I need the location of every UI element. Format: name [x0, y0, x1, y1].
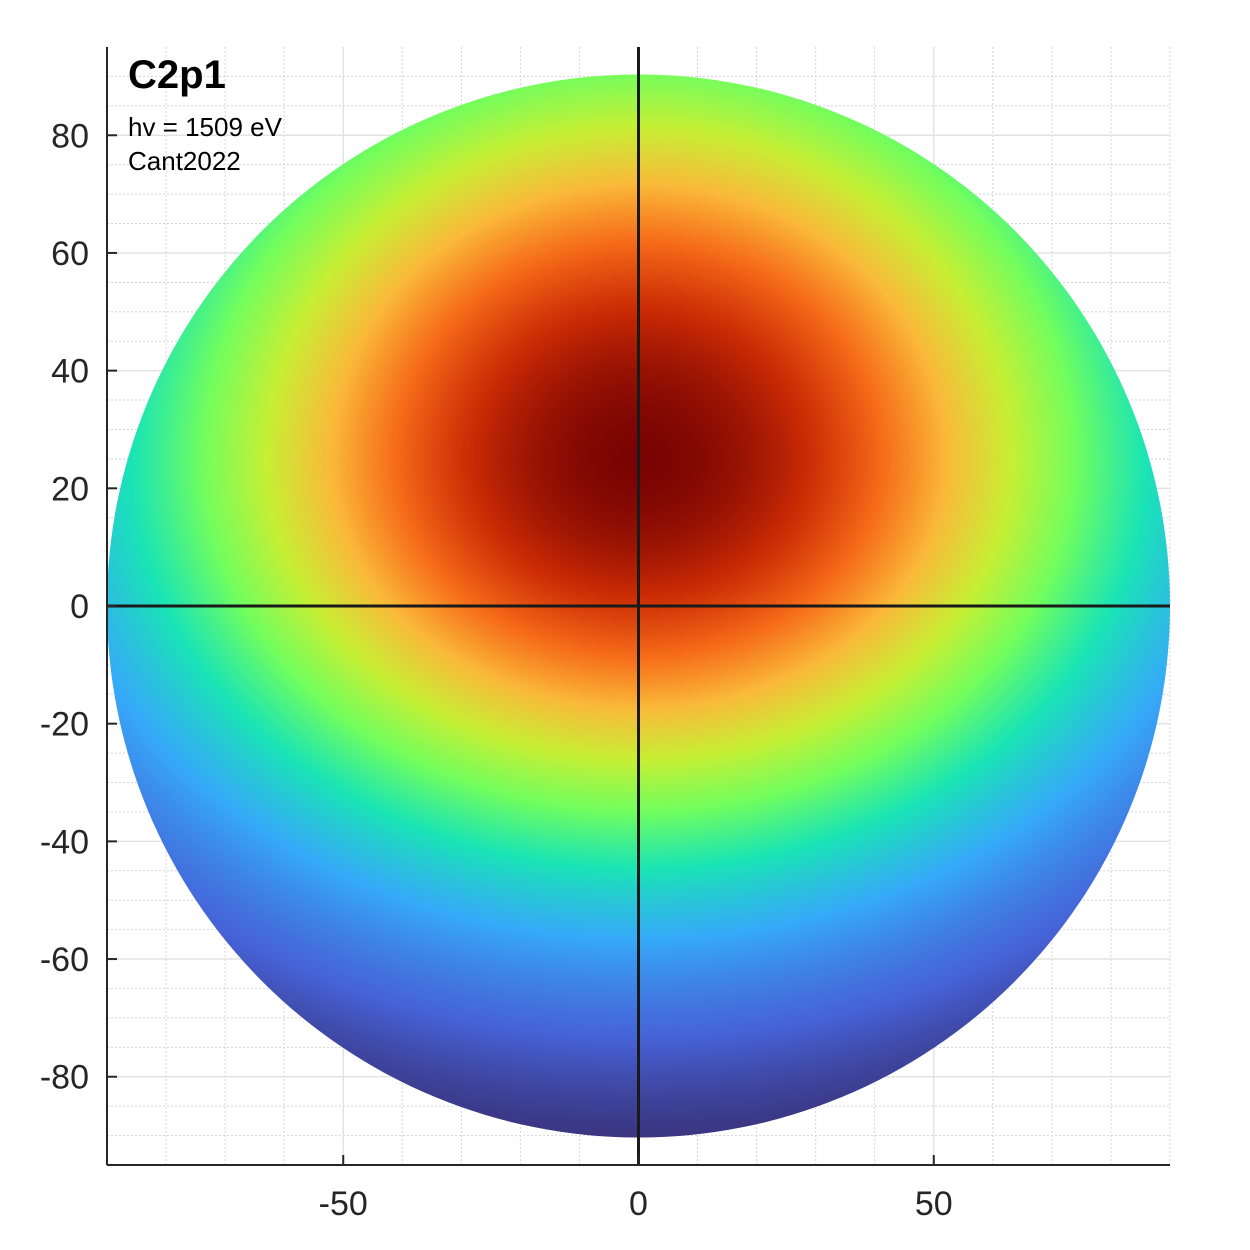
chart-title: C2p1	[128, 53, 226, 97]
y-tick-label: 40	[51, 353, 89, 391]
y-tick-label: 20	[51, 470, 89, 508]
y-tick-label: 60	[51, 235, 89, 273]
y-tick-label: -60	[40, 941, 89, 979]
x-tick-label: -50	[319, 1185, 368, 1223]
y-axis-ticks: 80 60 40 20 0 -20 -40 -60 -80	[40, 117, 117, 1097]
x-tick-label: 0	[629, 1185, 648, 1223]
y-tick-label: -80	[40, 1059, 89, 1097]
y-tick-label: 80	[51, 117, 89, 155]
crosshair	[107, 47, 1170, 1165]
x-tick-label: 50	[915, 1185, 953, 1223]
model-reference-label: Cant2022	[128, 146, 241, 176]
photon-energy-label: hv = 1509 eV	[128, 112, 283, 142]
y-tick-label: -20	[40, 706, 89, 744]
x-axis-ticks: -50 0 50	[319, 1155, 953, 1223]
y-tick-label: -40	[40, 823, 89, 861]
y-tick-label: 0	[70, 588, 89, 626]
